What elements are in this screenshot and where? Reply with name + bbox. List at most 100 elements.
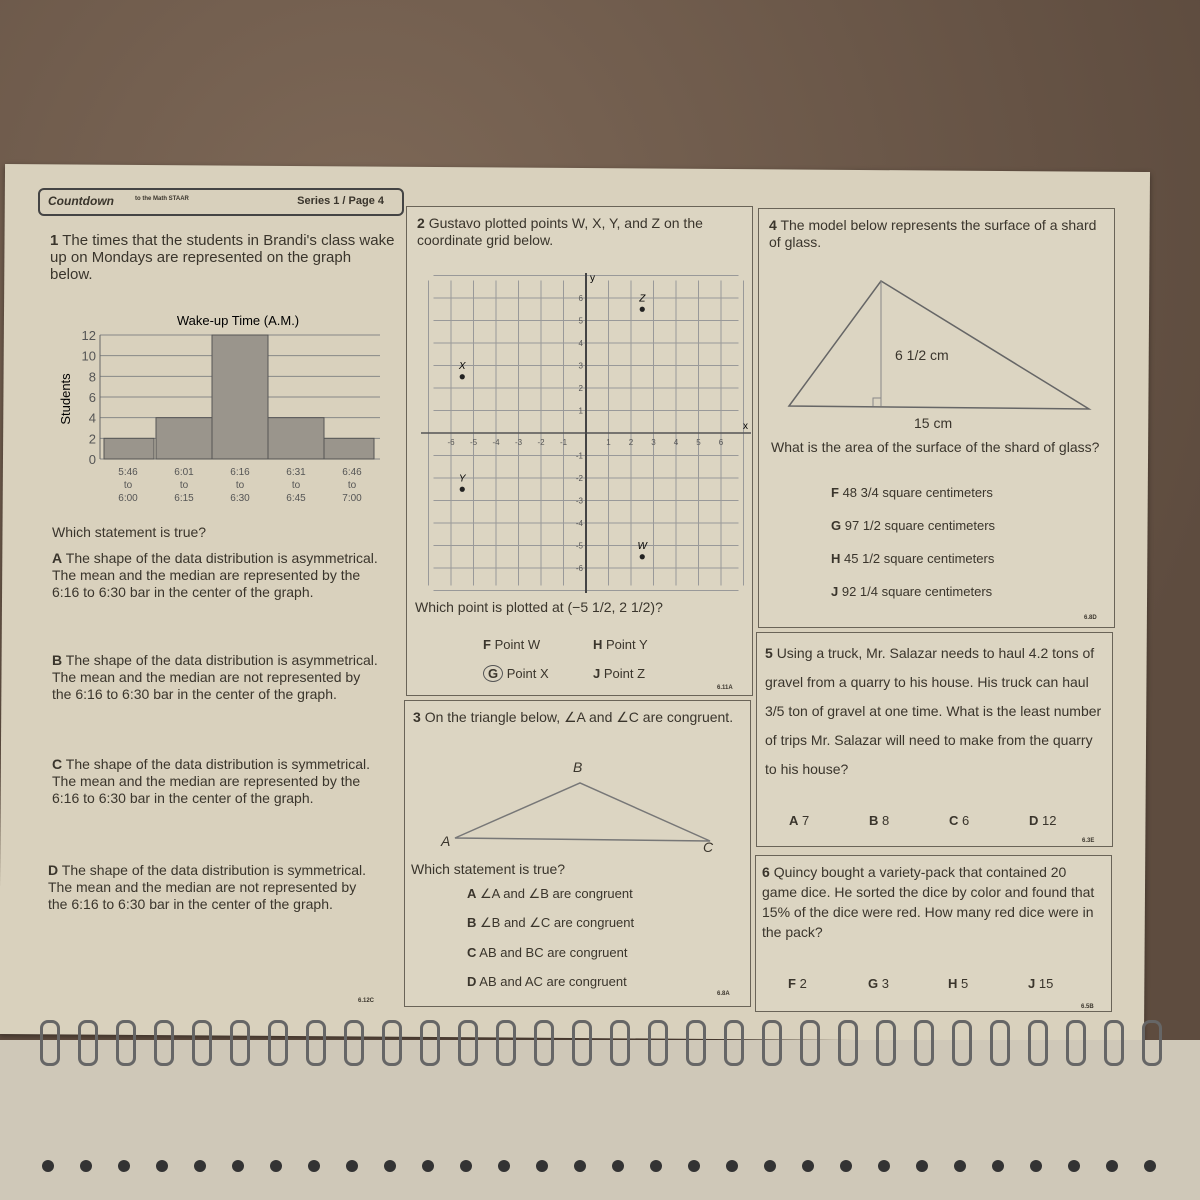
q3-option-A[interactable]: A ∠A and ∠B are congruent [467,886,633,902]
punch-hole [156,1160,168,1172]
q3-option-C[interactable]: C AB and BC are congruent [467,945,627,960]
spiral-ring [1066,1020,1086,1066]
punch-hole [346,1160,358,1172]
vertex-b: B [573,759,583,775]
height-label: 6 1/2 cm [895,347,949,363]
spiral-ring [990,1020,1010,1066]
q3-option-B[interactable]: B ∠B and ∠C are congruent [467,915,634,931]
vertex-c: C [703,839,714,855]
q6-option-H[interactable]: H 5 [948,976,968,991]
brand-sub: to the Math STAAR [135,196,189,202]
q4-option-H[interactable]: H 45 1/2 square centimeters [831,551,994,566]
q6-option-J[interactable]: J 15 [1028,976,1053,991]
option-text: 7 [802,813,810,828]
y-axis-label: Students [58,373,73,425]
point-W [639,554,645,560]
point-X [459,374,465,380]
point-Y [459,486,465,492]
punch-hole [194,1160,206,1172]
x-tick-label: -3 [515,438,523,447]
q5-option-A[interactable]: A 7 [789,813,809,828]
y-tick-label: -6 [576,564,584,573]
y-tick-label: 6 [579,294,584,303]
x-tick-label: 6 [719,438,724,447]
q3-option-D[interactable]: D AB and AC are congruent [467,974,627,989]
x-tick-label: to [292,480,301,491]
q4-code: 6.8D [1084,615,1097,621]
worksheet-header: Countdown to the Math STAAR Series 1 / P… [38,188,404,216]
q4-option-F[interactable]: F 48 3/4 square centimeters [831,485,993,500]
q4-option-J[interactable]: J 92 1/4 square centimeters [831,584,992,599]
y-tick-label: 10 [82,349,96,364]
x-tick-label: 4 [674,438,679,447]
x-tick-label: 6:45 [286,493,306,504]
punch-hole [954,1160,966,1172]
spiral-ring [952,1020,972,1066]
option-text: 92 1/4 square centimeters [841,584,993,599]
q5-option-C[interactable]: C 6 [949,813,969,828]
q3-text: 3 On the triangle below, ∠A and ∠C are c… [413,709,734,725]
notebook-spiral-binding [0,1020,1200,1200]
option-letter: J [831,584,839,599]
q5-code: 6.3E [1082,838,1095,844]
spiral-ring [1142,1020,1162,1066]
point-Z [639,306,645,312]
x-tick-label: 2 [629,438,634,447]
punch-hole [1144,1160,1156,1172]
spiral-ring [458,1020,478,1066]
q1-option-C[interactable]: C The shape of the data distribution is … [52,756,382,807]
question-5: 5 Using a truck, Mr. Salazar needs to ha… [756,632,1113,847]
spiral-ring [572,1020,592,1066]
glass-shard-triangle [787,279,1092,410]
q5-option-B[interactable]: B 8 [869,813,889,828]
q2-option-J[interactable]: J Point Z [593,666,646,681]
q2-option-F[interactable]: F Point W [483,637,541,652]
spiral-ring [648,1020,668,1066]
q1-option-D[interactable]: D The shape of the data distribution is … [48,862,378,913]
spiral-ring [496,1020,516,1066]
q1-option-A[interactable]: A The shape of the data distribution is … [52,550,382,601]
option-letter: F [788,976,796,991]
option-letter: B [467,915,477,930]
q6-option-G[interactable]: G 3 [868,976,889,991]
option-text: The shape of the data distribution is as… [52,550,378,600]
chart-title: Wake-up Time (A.M.) [177,313,299,328]
q2-option-G[interactable]: G Point X [483,665,549,682]
x-tick-label: 5 [696,438,701,447]
point-label: Y [459,473,467,484]
y-tick-label: 0 [89,452,96,467]
option-text: The shape of the data distribution is as… [52,652,378,702]
option-letter: A [467,886,477,901]
point-label: X [458,361,466,372]
x-tick-label: -1 [560,438,568,447]
y-axis-label: y [590,273,595,284]
option-letter: G [831,518,842,533]
q1-option-B[interactable]: B The shape of the data distribution is … [52,652,382,703]
brand: Countdown [48,194,114,208]
question-1: 1 The times that the students in Brandi'… [38,214,400,1004]
histogram-bar [155,417,213,460]
spiral-ring [382,1020,402,1066]
option-text: 15 [1038,976,1054,991]
q6-option-F[interactable]: F 2 [788,976,807,991]
q2-option-H[interactable]: H Point Y [593,637,648,652]
x-tick-label: to [124,480,133,491]
x-tick-label: -2 [537,438,545,447]
q4-option-G[interactable]: G 97 1/2 square centimeters [831,518,995,533]
punch-hole [498,1160,510,1172]
spiral-ring [1104,1020,1124,1066]
x-tick-label: -4 [492,438,500,447]
option-letter: B [869,813,879,828]
y-tick-label: 2 [579,384,584,393]
y-tick-label: 2 [89,431,96,446]
y-tick-label: -4 [576,519,584,528]
punch-hole [688,1160,700,1172]
option-letter: A [52,550,63,566]
histogram-bar [211,334,269,460]
punch-hole [270,1160,282,1172]
y-tick-label: 6 [89,390,96,405]
y-tick-label: -2 [576,474,584,483]
q5-option-D[interactable]: D 12 [1029,813,1056,828]
y-tick-label: 4 [89,411,96,426]
punch-hole [840,1160,852,1172]
